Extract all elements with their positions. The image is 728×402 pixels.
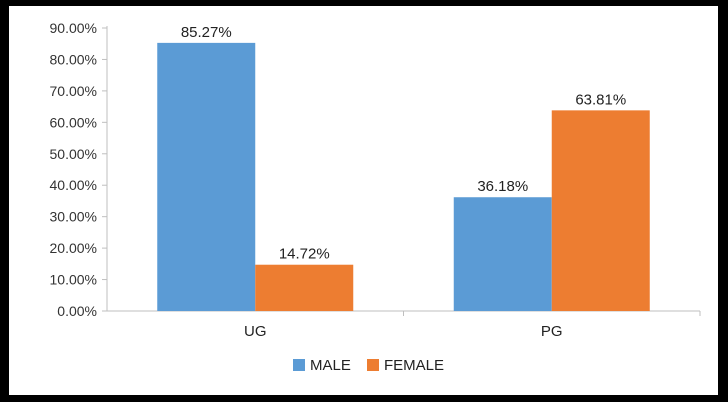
y-tick-label: 50.00% bbox=[50, 146, 97, 162]
legend-swatch-male bbox=[293, 359, 305, 371]
axes: 0.00% 10.00% 20.00% 30.00% 40.00% 50.00% 60.00… bbox=[50, 20, 701, 340]
y-tick-label: 10.00% bbox=[50, 272, 97, 288]
legend-label-female: FEMALE bbox=[384, 357, 444, 374]
y-tick-label: 30.00% bbox=[50, 209, 97, 225]
y-tick-label: 40.00% bbox=[50, 177, 97, 193]
bar-female-ug bbox=[255, 264, 354, 311]
y-tick-label: 20.00% bbox=[50, 240, 97, 256]
y-tick-label: 60.00% bbox=[50, 114, 97, 130]
data-label-male-pg: 36.18% bbox=[477, 178, 528, 195]
bar-female-pg bbox=[551, 110, 650, 311]
legend: MALE FEMALE bbox=[293, 357, 444, 374]
data-label-female-pg: 63.81% bbox=[575, 91, 626, 108]
y-tick-label: 70.00% bbox=[50, 83, 97, 99]
data-labels: 85.27% 14.72% 36.18% 63.81% bbox=[181, 24, 626, 263]
y-tick-label: 90.00% bbox=[50, 20, 97, 36]
y-tick-label: 80.00% bbox=[50, 51, 97, 67]
x-category-label: PG bbox=[541, 323, 563, 340]
bar-male-ug bbox=[157, 42, 256, 311]
bar-male-pg bbox=[453, 197, 552, 311]
legend-label-male: MALE bbox=[310, 357, 351, 374]
y-tick-label: 0.00% bbox=[57, 303, 97, 319]
bars bbox=[157, 42, 650, 311]
data-label-male-ug: 85.27% bbox=[181, 24, 232, 41]
x-category-label: UG bbox=[244, 323, 267, 340]
data-label-female-ug: 14.72% bbox=[279, 246, 330, 263]
legend-swatch-female bbox=[367, 359, 379, 371]
